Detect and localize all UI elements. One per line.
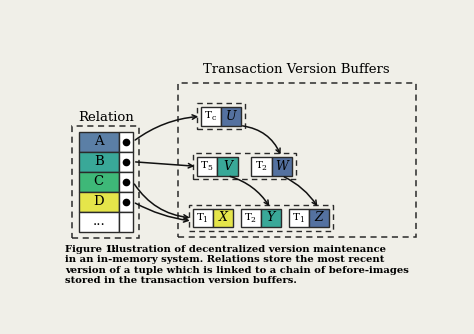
Bar [201,107,221,126]
Bar [79,152,119,172]
Text: T: T [255,161,263,170]
Text: Z: Z [315,211,323,224]
Bar [272,157,292,176]
Text: W: W [275,160,288,173]
Text: C: C [94,175,104,188]
Text: 5: 5 [207,164,212,172]
Text: Figure 1:: Figure 1: [65,245,117,254]
Text: stored in the transaction version buffers.: stored in the transaction version buffer… [65,276,297,285]
Text: T: T [205,111,212,120]
Text: V: V [223,160,232,173]
Bar [289,209,309,227]
Bar [192,209,213,227]
Text: X: X [219,211,227,224]
Bar [213,209,233,227]
Text: D: D [93,195,104,208]
Text: 1: 1 [299,216,303,224]
Text: in an in-memory system. Relations store the most recent: in an in-memory system. Relations store … [65,255,385,264]
Text: Y: Y [267,211,275,224]
Text: T: T [245,213,252,222]
Bar [189,205,333,231]
Bar [119,152,133,172]
Text: A: A [94,135,104,148]
Text: version of a tuple which is linked to a chain of before-images: version of a tuple which is linked to a … [65,266,410,275]
Text: T: T [197,213,204,222]
Text: Relation: Relation [78,111,134,124]
Text: Illustration of decentralized version maintenance: Illustration of decentralized version ma… [103,245,386,254]
Bar [79,212,119,232]
Bar [119,212,133,232]
Bar [241,209,261,227]
Text: 2: 2 [262,164,266,172]
Text: T: T [201,161,209,170]
Bar [119,172,133,192]
Text: 1: 1 [202,216,208,224]
Text: Transaction Version Buffers: Transaction Version Buffers [203,63,390,76]
Text: B: B [94,155,104,168]
Bar [119,132,133,152]
Bar [251,157,272,176]
Bar [197,157,218,176]
Bar [193,153,296,179]
Bar [178,83,416,237]
Text: c: c [211,114,216,122]
Text: ...: ... [92,215,105,228]
Bar [221,107,241,126]
Bar [309,209,329,227]
Bar [119,192,133,212]
Bar [261,209,281,227]
Bar [79,172,119,192]
Bar [79,192,119,212]
Text: 2: 2 [251,216,255,224]
Bar [73,126,139,238]
Text: U: U [226,110,237,123]
Bar [218,157,237,176]
Bar [197,103,245,129]
Bar [79,132,119,152]
Text: T: T [293,213,300,222]
